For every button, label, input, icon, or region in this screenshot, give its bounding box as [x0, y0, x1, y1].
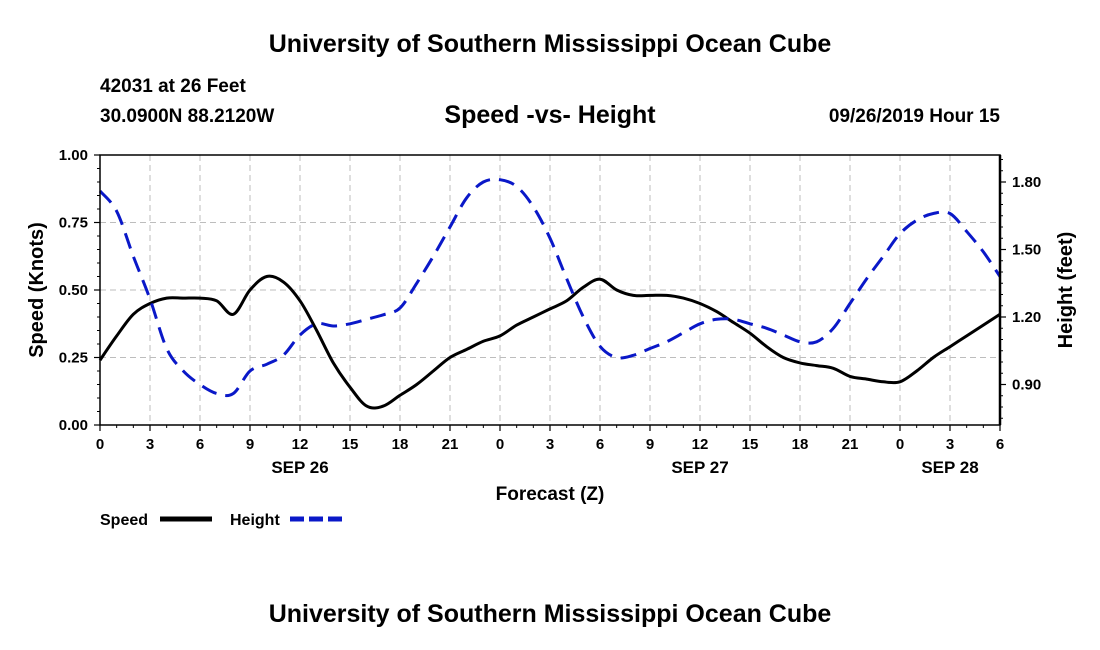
left-axis-label: Speed (Knots): [26, 222, 48, 358]
footer-title: University of Southern Mississippi Ocean…: [268, 600, 832, 628]
right-tick-label: 0.90: [1012, 377, 1041, 394]
page-title: University of Southern Mississippi Ocean…: [268, 30, 832, 58]
x-tick-label: 18: [792, 436, 809, 453]
x-tick-label: 21: [442, 436, 459, 453]
x-tick-label: 0: [96, 436, 104, 453]
date-label: SEP 27: [671, 458, 728, 477]
left-tick-label: 0.50: [59, 282, 88, 299]
x-axis-label: Forecast (Z): [496, 484, 605, 505]
x-tick-label: 9: [646, 436, 654, 453]
right-tick-label: 1.20: [1012, 309, 1041, 326]
chart-title: Speed -vs- Height: [444, 101, 656, 129]
date-label: SEP 28: [921, 458, 978, 477]
x-tick-label: 3: [546, 436, 554, 453]
left-tick-label: 1.00: [59, 147, 88, 164]
grid: [100, 155, 1000, 425]
legend: Speed Height: [100, 512, 342, 529]
station-label: 42031 at 26 Feet: [100, 76, 246, 97]
legend-label-height: Height: [230, 512, 280, 529]
series-line-speed: [98, 274, 1001, 410]
x-tick-label: 0: [896, 436, 904, 453]
date-label: SEP 26: [271, 458, 328, 477]
x-tick-label: 6: [596, 436, 604, 453]
x-tick-label: 15: [342, 436, 359, 453]
x-tick-label: 18: [392, 436, 409, 453]
left-tick-label: 0.00: [59, 417, 88, 434]
x-tick-label: 12: [292, 436, 309, 453]
x-tick-label: 21: [842, 436, 859, 453]
x-tick-label: 15: [742, 436, 759, 453]
left-tick-label: 0.75: [59, 215, 88, 232]
x-tick-label: 6: [196, 436, 204, 453]
series-line-height: [98, 177, 1002, 398]
series-lines: [98, 177, 1002, 410]
legend-label-speed: Speed: [100, 512, 148, 529]
axes: 0 3 6 9 12 15 18 21 0 3 6 9 12 15 18 21 0 3 6 0.00 0.25 0.50 0…: [59, 147, 1041, 477]
x-tick-label: 3: [146, 436, 154, 453]
right-tick-label: 1.80: [1012, 174, 1041, 191]
x-tick-label: 12: [692, 436, 709, 453]
forecast-datetime: 09/26/2019 Hour 15: [828, 106, 1000, 127]
right-tick-label: 1.50: [1012, 242, 1041, 259]
x-tick-label: 0: [496, 436, 504, 453]
left-tick-label: 0.25: [59, 350, 88, 367]
right-axis-label: Height (feet): [1055, 232, 1077, 349]
station-coordinates: 30.0900N 88.2120W: [100, 106, 275, 127]
x-tick-label: 6: [996, 436, 1004, 453]
x-tick-label: 3: [946, 436, 954, 453]
x-tick-label: 9: [246, 436, 254, 453]
